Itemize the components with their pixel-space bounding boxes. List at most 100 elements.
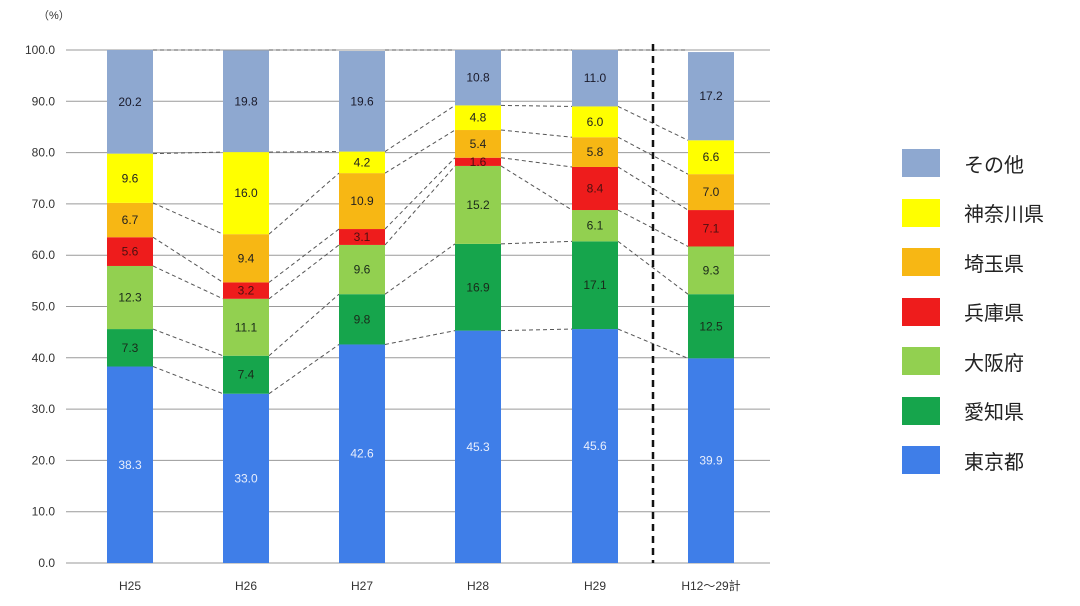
axis-labels: 0.0 10.0 20.0 30.0 40.0 50.0 60.0 70.0 80.0 90.0 1… (25, 43, 741, 593)
connector-line (268, 151, 340, 153)
bar-segment (107, 50, 153, 154)
bar-segment (107, 265, 153, 330)
bar-segment (455, 165, 501, 244)
connector-line (617, 328, 689, 359)
bar-segment (107, 153, 153, 203)
data-label: 9.6 (122, 171, 139, 185)
data-label: 5.8 (587, 145, 604, 159)
bars (107, 50, 734, 563)
connector-line (500, 104, 573, 107)
legend-swatch (902, 248, 940, 276)
bar-segment (688, 210, 734, 247)
bar-segment (339, 173, 385, 230)
data-label: 3.1 (354, 230, 371, 244)
data-label: 33.0 (234, 471, 258, 485)
connector-line (268, 344, 340, 395)
y-tick-label: 100.0 (25, 43, 55, 57)
bar-segment (339, 229, 385, 245)
data-label: 10.8 (466, 71, 490, 85)
data-label: 20.2 (118, 95, 142, 109)
y-axis-unit-label: （%） (38, 9, 70, 22)
data-label: 17.1 (583, 278, 607, 292)
y-tick-label: 60.0 (32, 248, 56, 262)
data-label: 6.0 (587, 115, 604, 129)
y-tick-label: 40.0 (32, 351, 56, 365)
legend-item: 愛知県 (902, 396, 1077, 426)
data-label: 7.3 (122, 341, 139, 355)
legend-item: 兵庫県 (902, 297, 1077, 327)
x-tick-label: H12～29計 (681, 578, 740, 593)
connector-line (268, 172, 340, 235)
y-tick-label: 90.0 (32, 94, 56, 108)
data-label: 5.6 (122, 245, 139, 259)
data-label: 3.2 (238, 284, 255, 298)
data-label: 12.3 (118, 291, 142, 305)
data-label: 7.1 (703, 221, 720, 235)
connector-line (500, 129, 573, 138)
legend-item: 東京都 (902, 445, 1077, 475)
data-label: 19.6 (350, 94, 374, 108)
bar-segment (223, 50, 269, 153)
data-label: 10.9 (350, 194, 374, 208)
data-label: 7.0 (703, 185, 720, 199)
bar-segment (223, 234, 269, 283)
connector-line (500, 328, 573, 332)
connector-line (617, 105, 689, 141)
bar-segment (688, 52, 734, 141)
data-label: 11.0 (584, 71, 607, 85)
bar-segment (455, 50, 501, 106)
connector-line (268, 293, 340, 357)
bar-segment (223, 393, 269, 563)
data-label: 39.9 (699, 454, 723, 468)
stacked-bar-chart: （%） 38.37.312.35.66.79.620.233.07.411.13… (25, 9, 770, 593)
connector-line (384, 330, 456, 345)
data-label: 15.2 (466, 198, 490, 212)
y-tick-label: 30.0 (32, 402, 56, 416)
x-tick-label: H26 (235, 579, 257, 593)
data-label: 9.6 (354, 263, 371, 277)
bar-segment (688, 174, 734, 211)
data-label: 9.8 (354, 312, 371, 326)
connector-line (384, 104, 456, 152)
grid-lines (66, 49, 770, 564)
bar-segment (688, 358, 734, 563)
legend-swatch (902, 446, 940, 474)
data-label: 5.4 (470, 137, 487, 151)
data-label: 7.4 (238, 368, 255, 382)
connector-line (268, 244, 340, 300)
data-label: 42.6 (350, 447, 374, 461)
bar-segment (107, 366, 153, 563)
value-labels: 38.3 7.3 12.3 5.6 6.7 9.6 20.2 33.0 7.4 11.1 3.2 9.… (118, 71, 723, 486)
data-label: 4.2 (354, 155, 371, 169)
legend-swatch (902, 396, 940, 425)
connector-line (617, 136, 689, 175)
bar-segment (572, 210, 618, 242)
connector-line (384, 157, 456, 230)
data-label: 9.4 (238, 251, 255, 265)
y-tick-label: 50.0 (32, 300, 56, 314)
bar-segment (107, 202, 153, 238)
connector-line (152, 265, 224, 300)
bar-segment (107, 329, 153, 367)
x-tick-label: H28 (467, 579, 489, 593)
connector-line (152, 328, 224, 357)
data-label: 45.3 (466, 440, 490, 454)
connector-line (268, 228, 340, 283)
legend-label: 埼玉県 (964, 251, 1024, 276)
bar-segment (455, 105, 501, 131)
bar-segment (455, 330, 501, 563)
data-label: 6.6 (703, 150, 720, 164)
bar-segment (223, 355, 269, 394)
bar-segment (223, 282, 269, 299)
connector-line (500, 157, 573, 168)
data-label: 19.8 (234, 94, 258, 108)
y-tick-label: 10.0 (32, 505, 56, 519)
bar-segment (572, 329, 618, 563)
legend-swatch (902, 149, 940, 177)
connector-line (152, 202, 224, 235)
y-tick-label: 70.0 (32, 197, 56, 211)
connector-line (617, 209, 689, 247)
bar-segment (339, 294, 385, 345)
connector-lines (152, 49, 689, 395)
legend-label: 神奈川県 (964, 202, 1044, 226)
